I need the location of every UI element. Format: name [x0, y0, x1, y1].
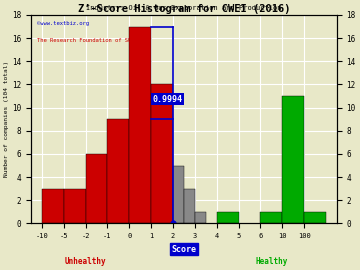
Text: The Research Foundation of SUNY: The Research Foundation of SUNY — [37, 38, 138, 43]
Text: Industry: Oil & Gas Exploration and Production: Industry: Oil & Gas Exploration and Prod… — [86, 5, 282, 11]
Bar — [42, 189, 64, 223]
Bar — [260, 212, 282, 223]
Text: Healthy: Healthy — [255, 257, 288, 266]
Text: ©www.textbiz.org: ©www.textbiz.org — [37, 21, 89, 26]
Bar — [184, 189, 195, 223]
Bar — [129, 26, 151, 223]
Bar — [304, 212, 326, 223]
Bar — [86, 154, 107, 223]
Bar — [107, 119, 129, 223]
Bar — [217, 212, 239, 223]
Bar — [151, 85, 173, 223]
Text: 0.9994: 0.9994 — [152, 95, 182, 104]
Y-axis label: Number of companies (104 total): Number of companies (104 total) — [4, 61, 9, 177]
Bar — [195, 212, 206, 223]
Bar — [173, 166, 184, 223]
Title: Z’-Score Histogram for CWEI (2016): Z’-Score Histogram for CWEI (2016) — [78, 4, 290, 14]
Text: Unhealthy: Unhealthy — [65, 257, 106, 266]
Bar — [64, 189, 86, 223]
X-axis label: Score: Score — [171, 245, 197, 254]
Bar — [282, 96, 304, 223]
